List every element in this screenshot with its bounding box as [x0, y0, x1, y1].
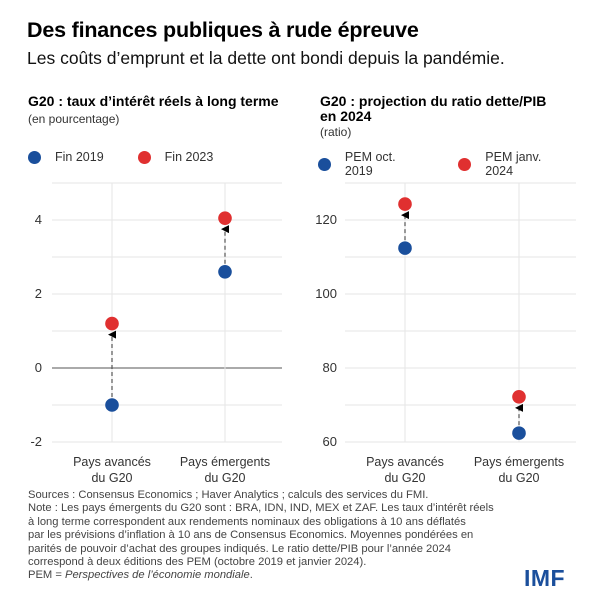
right-chart: 60 80 100 120 Pays avancés du G20 Pays émergen…	[315, 182, 576, 485]
y-tick-label: 2	[35, 286, 42, 301]
legend-label: Fin 2019	[55, 150, 104, 164]
legend-item-fin-2019: Fin 2019	[28, 150, 104, 164]
x-tick-label: Pays avancés	[366, 455, 444, 469]
legend-swatch-red	[458, 157, 472, 171]
legend-item-pem-janv-2024: PEM janv. 2024	[458, 150, 572, 178]
left-chart: -2 0 2 4 Pays avancés du G20 Pays émergents du …	[30, 182, 282, 485]
left-chart-unit: (en pourcentage)	[28, 112, 120, 126]
source-notes: Sources : Consensus Economics ; Haver An…	[28, 489, 548, 583]
note-italic: Perspectives de l’économie mondiale	[65, 569, 250, 582]
x-tick-label: Pays émergents	[474, 455, 564, 469]
right-chart-title: G20 : projection du ratio dette/PIB en 2…	[320, 94, 546, 124]
page-title: Des finances publiques à rude épreuve	[27, 18, 419, 42]
legend-label: PEM janv. 2024	[485, 150, 542, 178]
right-chart-title-line1: G20 : projection du ratio dette/PIB	[320, 93, 547, 109]
legend-swatch-blue	[318, 157, 331, 171]
legend-item-fin-2023: Fin 2023	[137, 150, 214, 164]
legend-item-pem-oct-2019: PEM oct. 2019	[318, 150, 426, 178]
imf-logo: IMF	[524, 565, 566, 591]
x-tick-label: du G20	[204, 471, 245, 485]
note-suffix: .	[249, 569, 253, 582]
left-chart-legend: Fin 2019 Fin 2023	[28, 150, 241, 164]
note-line: Sources : Consensus Economics ; Haver An…	[28, 489, 429, 501]
note-line: par les prévisions d’inflation à 10 ans …	[28, 529, 474, 542]
x-tick-label: Pays avancés	[73, 455, 151, 469]
left-chart-title: G20 : taux d’intérêt réels à long terme	[28, 93, 279, 109]
note-line: correspond à deux éditions des PEM (octo…	[28, 556, 367, 569]
legend-label: PEM oct. 2019	[344, 150, 396, 178]
data-point-before	[105, 398, 119, 412]
data-point-after	[218, 211, 232, 225]
x-tick-label: du G20	[384, 471, 425, 485]
right-chart-unit: (ratio)	[320, 125, 352, 139]
right-chart-title-line2: en 2024	[320, 108, 372, 124]
legend-swatch-red	[137, 150, 151, 164]
x-tick-label: Pays émergents	[180, 455, 270, 469]
y-tick-label: 80	[323, 360, 337, 375]
legend-swatch-blue	[28, 150, 41, 164]
y-tick-label: -2	[30, 434, 42, 449]
y-tick-label: 120	[315, 212, 337, 227]
data-point-before	[398, 241, 412, 255]
x-tick-label: du G20	[498, 471, 539, 485]
note-prefix: PEM =	[28, 569, 65, 582]
legend-label: Fin 2023	[164, 150, 214, 164]
y-tick-label: 100	[315, 286, 337, 301]
note-line: parités de pouvoir d’achat des groupes i…	[28, 542, 451, 555]
page-subtitle: Les coûts d’emprunt et la dette ont bond…	[27, 48, 505, 68]
note-line-pem: PEM = Perspectives de l’économie mondial…	[28, 569, 548, 582]
y-tick-label: 0	[35, 360, 42, 375]
y-tick-label: 60	[323, 434, 337, 449]
note-line: à long terme correspondent aux rendement…	[28, 515, 466, 528]
note-line: Note : Les pays émergents du G20 sont : …	[28, 502, 494, 515]
x-tick-label: du G20	[91, 471, 132, 485]
data-point-after	[512, 390, 526, 404]
data-point-before	[218, 265, 232, 279]
data-point-after	[105, 316, 119, 331]
data-point-after	[398, 197, 412, 211]
right-chart-legend: PEM oct. 2019 PEM janv. 2024	[318, 150, 600, 178]
data-point-before	[512, 426, 526, 440]
y-tick-label: 4	[35, 212, 42, 227]
